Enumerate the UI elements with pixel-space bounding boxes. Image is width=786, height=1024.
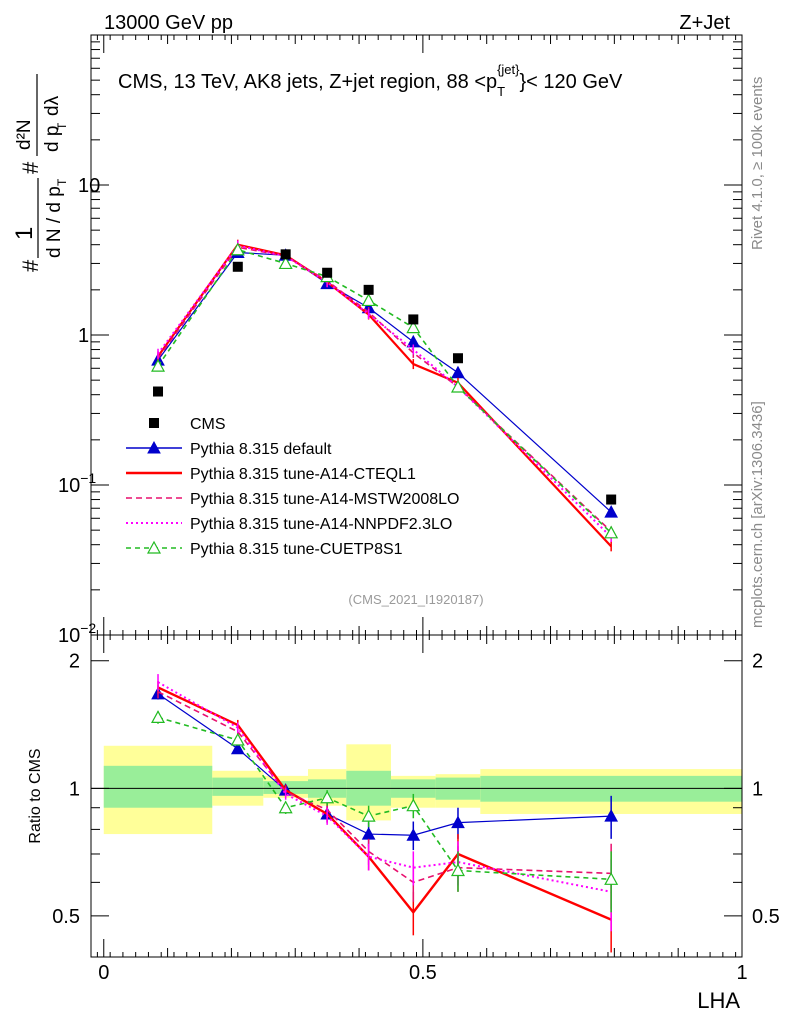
ratio-point-4: [320, 790, 335, 804]
main-frame: [90, 34, 743, 636]
cms-data-point: [322, 267, 333, 278]
legend-label: CMS: [190, 416, 226, 433]
y-tick-label: 10−2: [58, 620, 96, 647]
legend-label: Pythia 8.315 tune-A14-CTEQL1: [190, 466, 416, 483]
energy-label: 13000 GeV pp: [104, 12, 233, 34]
y-tick-label: 10−1: [58, 470, 96, 497]
legend-marker: [147, 440, 161, 454]
svg-text:d N / d p: d N / d p: [44, 186, 65, 258]
series-line-0: [157, 251, 612, 513]
svg-text:d²N: d²N: [14, 119, 35, 150]
legend-marker: [146, 540, 162, 554]
series-point-4: [230, 242, 245, 256]
cms-data-point: [363, 284, 374, 295]
stat-uncertainty-band: [103, 765, 213, 808]
ratio-point-4: [151, 710, 166, 724]
main-y-axis-label: # 1 d N / d p T # d²N d p T dλ: [11, 74, 69, 272]
legend: CMS Pythia 8.315 default Pythia 8.315 tune…: [126, 416, 459, 558]
series-line-1: [157, 243, 612, 548]
ratio-axis-ticks: 0.5 0.5 1 1 2 2 0 0.5 1: [52, 635, 780, 984]
cms-data-point: [153, 386, 164, 397]
ratio-line-3: [157, 681, 612, 893]
x-tick-label: 1: [736, 962, 747, 984]
series-point-4: [604, 525, 619, 539]
legend-label: Pythia 8.315 tune-CUETP8S1: [190, 541, 403, 558]
ratio-y-tick-label-right: 1: [752, 778, 763, 800]
svg-text:dλ: dλ: [42, 95, 63, 116]
series-line-2: [157, 246, 612, 533]
svg-text:T: T: [55, 178, 69, 186]
rivet-label: Rivet 4.1.0, ≥ 100k events: [749, 77, 766, 250]
ratio-plot-panel: 0.5 0.5 1 1 2 2 0 0.5 1: [52, 634, 780, 984]
stat-uncertainty-band: [212, 777, 264, 796]
x-axis-label: LHA: [697, 988, 740, 1013]
ratio-point-0: [361, 827, 376, 840]
main-plot-panel: 10−2 10−1 1 10 CMS, 13 TeV, AK8 jets, Z+jet…: [58, 34, 743, 647]
series-point-4: [278, 256, 293, 270]
ratio-y-tick-label: 0.5: [52, 906, 80, 928]
ratio-point-4: [450, 863, 465, 877]
x-tick-label: 0: [98, 962, 109, 984]
ratio-y-tick-label-right: 0.5: [752, 906, 780, 928]
y-tick-label: 1: [78, 325, 89, 347]
ratio-point-0: [604, 809, 619, 822]
svg-text:d p: d p: [42, 126, 63, 152]
x-tick-label: 0.5: [409, 962, 437, 984]
ratio-line-2: [157, 691, 612, 884]
ratio-y-axis-label: Ratio to CMS: [27, 748, 44, 843]
series-point-4: [151, 358, 166, 372]
series-point-4: [406, 320, 421, 334]
ratio-frame: [90, 634, 743, 958]
series-point-4: [450, 379, 465, 393]
series-point-0: [451, 365, 465, 379]
legend-label: Pythia 8.315 tune-A14-NNPDF2.3LO: [190, 516, 452, 533]
cms-data-point: [606, 494, 617, 505]
ratio-uncertainty-bands: [91, 744, 742, 835]
ratio-point-4: [406, 798, 421, 812]
cms-data-point: [452, 353, 463, 364]
ratio-point-0: [451, 815, 465, 829]
cms-data-point: [280, 249, 291, 260]
ratio-point-4: [230, 732, 245, 746]
cms-data-point: [232, 261, 243, 272]
y-tick-label: 10: [78, 175, 100, 197]
ratio-point-0: [406, 828, 421, 841]
series-point-4: [361, 293, 376, 307]
ratio-y-tick-label: 2: [69, 651, 80, 673]
main-axis-ticks: 10−2 10−1 1 10: [58, 35, 743, 647]
ratio-point-4: [604, 872, 619, 885]
svg-text:T: T: [55, 122, 69, 130]
ratio-line-0: [157, 693, 612, 836]
legend-label: Pythia 8.315 default: [190, 441, 332, 458]
ratio-data-layer: [151, 674, 619, 953]
plot-title: CMS, 13 TeV, AK8 jets, Z+jet region, 88 …: [118, 62, 623, 99]
series-point-0: [604, 505, 619, 518]
series-line-4: [157, 248, 612, 534]
svg-text:#: #: [18, 259, 43, 272]
ratio-point-0: [230, 741, 245, 755]
ratio-y-tick-label-right: 2: [752, 651, 763, 673]
svg-text:1: 1: [11, 227, 38, 240]
process-label: Z+Jet: [679, 12, 730, 34]
legend-marker: [149, 418, 159, 428]
legend-label: Pythia 8.315 tune-A14-MSTW2008LO: [190, 491, 459, 508]
source-label: mcplots.cern.ch [arXiv:1306.3436]: [749, 401, 766, 628]
series-line-3: [157, 244, 612, 538]
ratio-point-4: [278, 800, 293, 814]
ratio-line-1: [157, 686, 612, 921]
analysis-id: (CMS_2021_I1920187): [348, 592, 483, 607]
cms-data-point: [408, 314, 419, 325]
main-data-layer: [151, 239, 619, 552]
svg-text:#: #: [18, 161, 43, 174]
ratio-y-tick-label: 1: [69, 778, 80, 800]
ratio-point-4: [361, 808, 376, 822]
